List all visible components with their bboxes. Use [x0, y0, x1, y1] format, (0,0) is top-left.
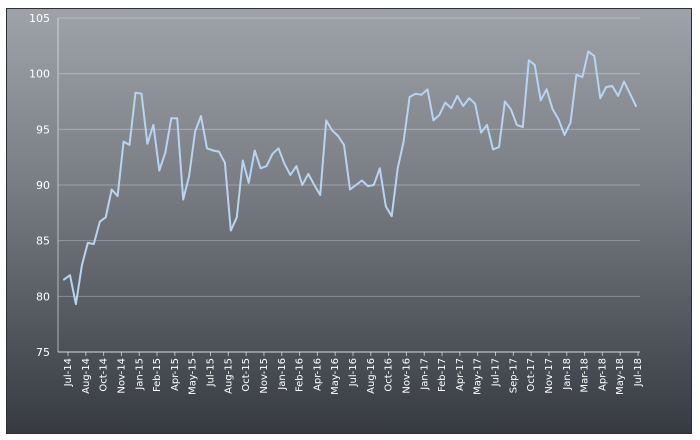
x-tick-label: Aug-15: [223, 358, 234, 394]
x-tick-label: Oct-17: [526, 358, 537, 392]
plot-area: [63, 50, 637, 306]
x-tick-label: Nov-14: [116, 358, 127, 394]
x-tick-label: Jan-17: [419, 358, 430, 391]
x-tick-label: Jul-17: [491, 358, 502, 387]
x-tick-label: Jul-15: [206, 358, 217, 387]
x-tick-label: May-17: [473, 358, 484, 395]
x-tick-label: Apr-15: [170, 358, 181, 391]
x-tick-label: May-16: [330, 358, 341, 395]
x-tick-label: Jan-18: [562, 358, 573, 391]
x-tick-label: May-15: [188, 358, 199, 395]
y-axis: 75 80 85 90 95 100 105: [29, 12, 59, 359]
x-tick-label: Jul-16: [348, 358, 359, 387]
x-tick-label: Jul-14: [63, 358, 74, 387]
y-tick-label: 95: [36, 123, 50, 136]
x-tick-label: Feb-15: [152, 358, 163, 392]
x-tick-label: Apr-18: [597, 358, 608, 391]
x-axis: Jul-14 Aug-14 Oct-14 Nov-14 Jan-15 Feb-15 Apr-…: [58, 351, 644, 395]
x-tick-label: Feb-17: [437, 358, 448, 392]
x-tick-label: Mar-18: [580, 358, 591, 393]
x-tick-label: Nov-15: [259, 358, 270, 394]
x-tick-label: Nov-16: [401, 358, 412, 394]
y-tick-label: 100: [29, 68, 50, 81]
x-tick-label: Feb-16: [295, 358, 306, 392]
x-tick-label: Apr-16: [312, 358, 323, 391]
x-tick-label: Oct-15: [241, 358, 252, 392]
y-tick-label: 75: [36, 346, 50, 359]
x-tick-label: May-18: [615, 358, 626, 395]
x-tick-label: Aug-16: [366, 358, 377, 394]
x-tick-label: Sep-17: [508, 358, 519, 393]
y-tick-label: 90: [36, 179, 50, 192]
x-tick-label: Apr-17: [455, 358, 466, 391]
x-tick-label: Oct-16: [384, 358, 395, 392]
y-tick-label: 85: [36, 235, 50, 248]
x-tick-label: Jan-15: [134, 358, 145, 391]
series-line: [63, 50, 637, 306]
x-tick-label: Jan-16: [277, 358, 288, 391]
x-tick-label: Aug-14: [81, 358, 92, 394]
x-tick-label: Nov-17: [544, 358, 555, 394]
chart-frame: [6, 8, 692, 434]
y-tick-label: 80: [36, 290, 50, 303]
x-tick-label: Oct-14: [99, 358, 110, 392]
x-tick-label: Jul-18: [633, 358, 644, 387]
y-tick-label: 105: [29, 12, 50, 25]
